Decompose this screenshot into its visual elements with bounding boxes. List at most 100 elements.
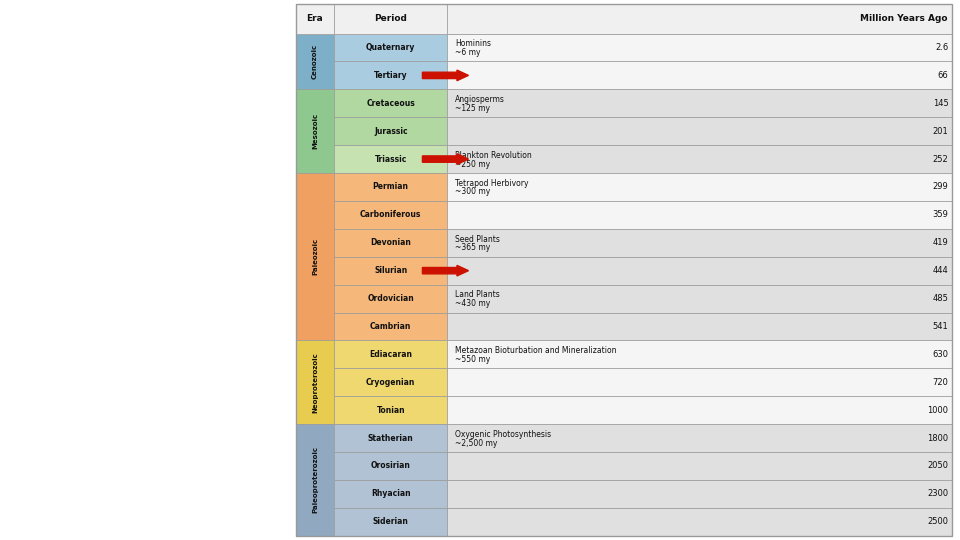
Text: 145: 145 — [933, 99, 948, 108]
Bar — [296, 340, 334, 424]
Bar — [447, 89, 952, 117]
Bar — [334, 480, 447, 508]
Text: ~125 my: ~125 my — [455, 104, 490, 113]
Text: Orosirian: Orosirian — [371, 462, 411, 470]
Bar — [447, 256, 952, 285]
Bar — [334, 117, 447, 145]
Text: 444: 444 — [933, 266, 948, 275]
Bar — [334, 368, 447, 396]
FancyArrow shape — [422, 70, 468, 80]
Bar — [296, 424, 334, 536]
Bar — [334, 340, 447, 368]
Text: 2.6: 2.6 — [935, 43, 948, 52]
Text: Plankton Revolution: Plankton Revolution — [455, 151, 532, 160]
Text: Cambrian: Cambrian — [370, 322, 412, 331]
Text: 630: 630 — [932, 350, 948, 359]
Text: Million Years Ago: Million Years Ago — [860, 15, 948, 23]
Text: Seed Plants: Seed Plants — [455, 235, 500, 244]
Text: 2050: 2050 — [927, 462, 948, 470]
Text: Land Plants: Land Plants — [455, 291, 500, 300]
Text: 541: 541 — [933, 322, 948, 331]
Bar — [447, 452, 952, 480]
Text: Rhyacian: Rhyacian — [371, 489, 411, 498]
Bar — [296, 89, 334, 173]
Text: Mesozoic: Mesozoic — [312, 113, 318, 149]
Bar — [447, 508, 952, 536]
Bar — [334, 201, 447, 229]
Text: 299: 299 — [933, 183, 948, 192]
Text: ~2,500 my: ~2,500 my — [455, 438, 497, 448]
Text: 66: 66 — [938, 71, 948, 80]
Text: Paleozoic: Paleozoic — [312, 238, 318, 275]
Bar — [447, 4, 952, 33]
Bar — [296, 4, 952, 536]
Text: 720: 720 — [932, 378, 948, 387]
Bar — [334, 145, 447, 173]
Bar — [447, 62, 952, 89]
Text: ~365 my: ~365 my — [455, 244, 491, 252]
Bar — [334, 33, 447, 62]
Bar — [447, 340, 952, 368]
Text: Cryogenian: Cryogenian — [366, 378, 416, 387]
Bar — [447, 368, 952, 396]
Text: ~300 my: ~300 my — [455, 187, 491, 197]
Text: 2300: 2300 — [927, 489, 948, 498]
Bar — [334, 396, 447, 424]
Text: Triassic: Triassic — [374, 154, 407, 164]
Bar — [334, 508, 447, 536]
Text: Ordovician: Ordovician — [368, 294, 414, 303]
Text: ~250 my: ~250 my — [455, 160, 491, 168]
Text: Period: Period — [374, 15, 407, 23]
Text: ~550 my: ~550 my — [455, 355, 491, 364]
Bar — [334, 452, 447, 480]
Bar — [447, 480, 952, 508]
Text: 2500: 2500 — [927, 517, 948, 526]
Bar — [447, 201, 952, 229]
Text: Siderian: Siderian — [372, 517, 409, 526]
Bar — [334, 229, 447, 256]
Text: Carboniferous: Carboniferous — [360, 211, 421, 219]
Bar — [334, 89, 447, 117]
Text: Hominins: Hominins — [455, 39, 491, 49]
Text: Cenozoic: Cenozoic — [312, 44, 318, 79]
Text: Metazoan Bioturbation and Mineralization: Metazoan Bioturbation and Mineralization — [455, 346, 616, 355]
Bar — [334, 285, 447, 313]
Text: Tertiary: Tertiary — [373, 71, 408, 80]
Text: 252: 252 — [933, 154, 948, 164]
Text: Jurassic: Jurassic — [373, 127, 408, 136]
Bar — [447, 424, 952, 452]
Text: Angiosperms: Angiosperms — [455, 95, 505, 104]
Text: Tetrapod Herbivory: Tetrapod Herbivory — [455, 179, 529, 188]
Bar — [334, 424, 447, 452]
Text: 359: 359 — [932, 211, 948, 219]
Bar — [334, 4, 447, 33]
Bar — [334, 173, 447, 201]
Bar — [334, 313, 447, 340]
Bar — [296, 173, 334, 340]
Bar — [334, 62, 447, 89]
Text: Neoproterozoic: Neoproterozoic — [312, 352, 318, 413]
Bar — [447, 117, 952, 145]
Text: Ediacaran: Ediacaran — [370, 350, 412, 359]
Text: Oxygenic Photosynthesis: Oxygenic Photosynthesis — [455, 430, 551, 439]
Text: Devonian: Devonian — [371, 238, 411, 247]
Bar — [447, 285, 952, 313]
Bar — [447, 396, 952, 424]
Text: Paleoproterozoic: Paleoproterozoic — [312, 447, 318, 514]
Bar — [447, 145, 952, 173]
Text: Tonian: Tonian — [376, 406, 405, 415]
Text: 1000: 1000 — [927, 406, 948, 415]
Text: 201: 201 — [933, 127, 948, 136]
Text: Statherian: Statherian — [368, 434, 414, 443]
Text: Silurian: Silurian — [374, 266, 407, 275]
Text: 419: 419 — [933, 238, 948, 247]
Bar — [447, 173, 952, 201]
Bar — [334, 256, 447, 285]
Text: ~430 my: ~430 my — [455, 299, 491, 308]
FancyArrow shape — [422, 265, 468, 276]
Text: Era: Era — [306, 15, 324, 23]
Bar — [447, 229, 952, 256]
Text: Permian: Permian — [372, 183, 409, 192]
Bar — [296, 4, 334, 33]
Text: Quaternary: Quaternary — [366, 43, 416, 52]
